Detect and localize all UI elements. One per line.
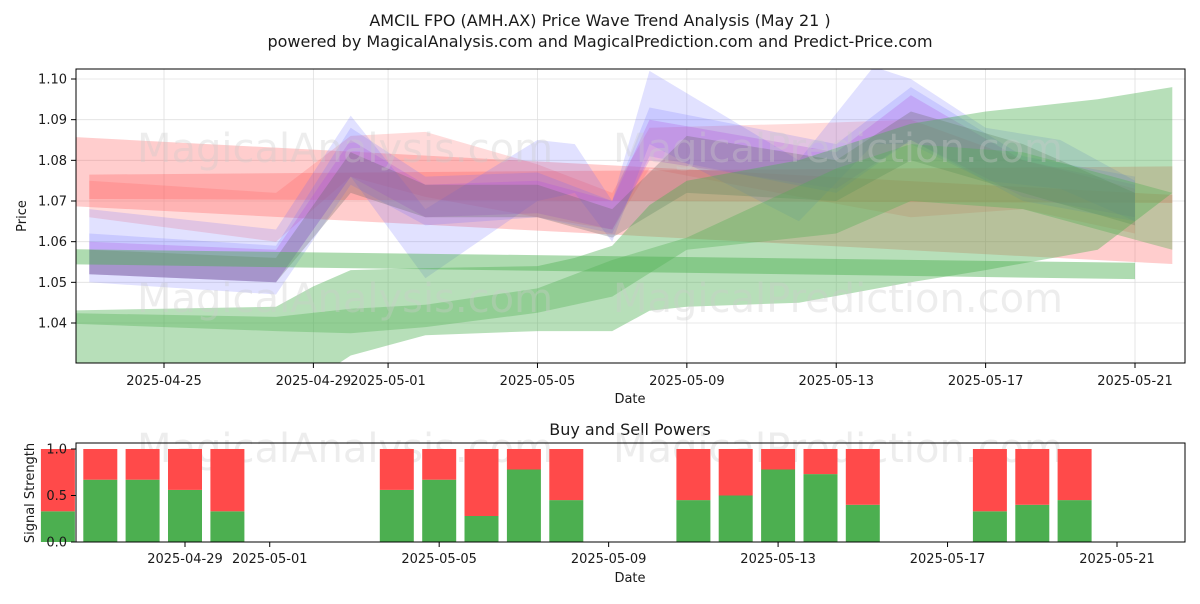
- price-y-ticks: 1.04 1.05 1.06 1.07 1.08 1.09 1.10: [38, 73, 76, 332]
- sell-power-bar: [422, 449, 457, 480]
- sell-power-bar: [83, 449, 118, 480]
- buy-power-bar: [845, 504, 880, 542]
- price-y-tick-label: 1.04: [38, 317, 67, 332]
- sell-power-bar: [40, 449, 75, 512]
- price-y-tick-label: 1.06: [38, 235, 67, 250]
- signal-x-axis-label: Date: [614, 571, 645, 586]
- wave-band-red-0: [76, 137, 1173, 264]
- buy-power-bar: [1057, 500, 1092, 542]
- sell-power-bar: [803, 449, 838, 475]
- buy-power-bar: [40, 511, 75, 542]
- wave-band-gray-6: [89, 111, 1135, 283]
- chart-title: AMCIL FPO (AMH.AX) Price Wave Trend Anal…: [369, 11, 830, 30]
- price-x-tick-label: 2025-05-01: [350, 374, 426, 389]
- watermark-prediction-top: MagicalPrediction.com: [613, 126, 1063, 172]
- signal-y-tick-label: 0.5: [46, 489, 67, 504]
- wave-band-red-2: [89, 119, 1135, 242]
- wave-band-red-1: [89, 166, 1173, 203]
- signal-x-tick-label: 2025-05-13: [740, 552, 816, 567]
- signal-x-tick-label: 2025-05-09: [571, 552, 647, 567]
- signal-bars: [40, 449, 1092, 542]
- signal-chart-title: Buy and Sell Powers: [549, 420, 711, 439]
- signal-x-tick-label: 2025-05-05: [401, 552, 477, 567]
- signal-x-ticks: 2025-04-29 2025-05-01 2025-05-05 2025-05-09…: [147, 542, 1155, 567]
- price-y-tick-label: 1.05: [38, 276, 67, 291]
- price-x-tick-label: 2025-04-25: [126, 374, 202, 389]
- price-x-tick-label: 2025-05-21: [1097, 374, 1173, 389]
- sell-power-bar: [761, 449, 796, 470]
- price-y-tick-label: 1.08: [38, 154, 67, 169]
- wave-band-blue-4: [89, 87, 1135, 295]
- buy-power-bar: [803, 474, 838, 542]
- price-plot-area: [76, 69, 1185, 363]
- sell-power-bar: [1015, 449, 1050, 505]
- sell-power-bar: [125, 449, 160, 480]
- buy-power-bar: [379, 489, 414, 542]
- signal-plot-frame: [75, 442, 1186, 543]
- buy-power-bar: [718, 495, 753, 542]
- buy-power-bar: [422, 479, 457, 542]
- sell-power-bar: [210, 449, 245, 512]
- sell-power-bar: [168, 449, 202, 490]
- signal-y-axis-label: Signal Strength: [23, 443, 38, 543]
- buy-power-bar: [83, 479, 118, 542]
- wave-band-green-8: [76, 87, 1173, 363]
- sell-power-bar: [1057, 449, 1092, 501]
- sell-power-bar: [972, 449, 1007, 512]
- buy-power-bar: [506, 469, 541, 542]
- price-y-tick-label: 1.10: [38, 73, 67, 88]
- price-x-tick-label: 2025-04-29: [276, 374, 352, 389]
- price-x-tick-label: 2025-05-05: [500, 374, 576, 389]
- signal-y-ticks: 0.0 0.5 1.0: [46, 443, 76, 551]
- price-x-tick-label: 2025-05-13: [798, 374, 874, 389]
- wave-band-purple-5: [89, 95, 1135, 283]
- watermark-prediction-mid: MagicalPrediction.com: [613, 276, 1063, 322]
- price-wave-bands: [76, 69, 1173, 363]
- buy-power-bar: [549, 500, 584, 542]
- buy-power-bar: [1015, 504, 1050, 542]
- price-y-tick-label: 1.07: [38, 195, 67, 210]
- watermark-analysis-top: MagicalAnalysis.com: [137, 126, 553, 172]
- price-y-tick-label: 1.09: [38, 113, 67, 128]
- signal-x-tick-label: 2025-05-21: [1079, 552, 1155, 567]
- price-chart: MagicalAnalysis.com MagicalPrediction.co…: [15, 68, 1186, 407]
- price-y-axis-label: Price: [15, 200, 30, 232]
- signal-x-tick-label: 2025-05-17: [910, 552, 986, 567]
- signal-x-tick-label: 2025-04-29: [147, 552, 223, 567]
- wave-band-green-7: [76, 249, 1135, 280]
- signal-chart: Buy and Sell Powers MagicalAnalysis.com …: [23, 420, 1186, 586]
- price-x-tick-label: 2025-05-09: [649, 374, 725, 389]
- sell-power-bar: [506, 449, 541, 470]
- sell-power-bar: [549, 449, 584, 501]
- buy-power-bar: [676, 500, 711, 542]
- signal-y-tick-label: 1.0: [46, 443, 67, 458]
- sell-power-bar: [718, 449, 753, 496]
- buy-power-bar: [125, 479, 160, 542]
- price-x-ticks: 2025-04-25 2025-04-29 2025-05-01 2025-05-05…: [126, 363, 1173, 389]
- buy-power-bar: [210, 511, 245, 542]
- buy-power-bar: [168, 489, 202, 542]
- wave-band-blue-3: [89, 69, 1135, 283]
- chart-subtitle: powered by MagicalAnalysis.com and Magic…: [267, 32, 932, 51]
- sell-power-bar: [676, 449, 711, 501]
- buy-power-bar: [464, 516, 499, 542]
- sell-power-bar: [379, 449, 414, 490]
- buy-power-bar: [761, 469, 796, 542]
- price-x-tick-label: 2025-05-17: [948, 374, 1024, 389]
- price-x-axis-label: Date: [614, 392, 645, 407]
- price-grid: [76, 69, 1185, 363]
- sell-power-bar: [845, 449, 880, 505]
- signal-y-tick-label: 0.0: [46, 536, 67, 551]
- signal-x-tick-label: 2025-05-01: [232, 552, 308, 567]
- sell-power-bar: [464, 449, 499, 516]
- wave-band-green-9: [76, 144, 1173, 334]
- price-plot-frame: [75, 68, 1186, 364]
- buy-power-bar: [972, 511, 1007, 542]
- watermark-analysis-mid: MagicalAnalysis.com: [137, 276, 553, 322]
